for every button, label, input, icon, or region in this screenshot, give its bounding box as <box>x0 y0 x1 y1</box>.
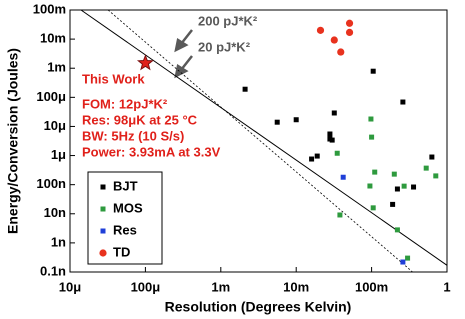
point <box>293 117 299 123</box>
point <box>405 255 411 261</box>
point <box>400 259 406 265</box>
legend-marker <box>99 249 107 257</box>
legend-label: MOS <box>113 200 143 215</box>
legend-label: TD <box>113 244 130 259</box>
point <box>394 186 400 192</box>
fom-line-label: 200 pJ*K² <box>198 13 258 28</box>
y-tick-label: 10n <box>44 205 66 220</box>
legend-label: BJT <box>113 178 138 193</box>
annotation: Res: 98μK at 25 °C <box>82 112 198 127</box>
point <box>345 19 354 27</box>
point <box>330 36 338 44</box>
plot-frame <box>69 9 448 273</box>
point <box>367 183 373 189</box>
this-work-label: This Work <box>82 71 145 86</box>
this-work-star <box>136 54 154 71</box>
point <box>337 212 343 218</box>
point <box>391 171 397 177</box>
point <box>423 165 429 171</box>
point <box>316 26 325 34</box>
point <box>394 227 400 233</box>
point <box>401 183 407 189</box>
point <box>309 156 315 162</box>
point <box>274 119 280 125</box>
y-tick-label: 100n <box>36 176 66 191</box>
point <box>331 110 337 116</box>
legend-label: Res <box>113 222 137 237</box>
annotation: BW: 5Hz (10 S/s) <box>82 128 184 143</box>
legend-box <box>87 171 163 265</box>
fom-line-label: 20 pJ*K² <box>198 39 251 54</box>
annotation: Power: 3.93mA at 3.3V <box>82 144 221 159</box>
point <box>433 173 439 179</box>
legend-marker <box>100 184 106 190</box>
y-tick-label: 100μ <box>36 89 66 104</box>
point <box>369 134 375 140</box>
x-tick-label: 10μ <box>59 279 81 294</box>
y-tick-label: 1m <box>47 60 66 75</box>
y-tick-label: 0.1n <box>40 263 66 278</box>
arrows <box>174 29 193 79</box>
point <box>329 137 335 143</box>
point <box>242 86 248 92</box>
point <box>345 28 354 37</box>
point <box>340 174 346 180</box>
legend-marker <box>100 228 106 234</box>
legend-marker <box>100 206 106 212</box>
x-tick-label: 100m <box>355 279 388 294</box>
point <box>368 116 374 122</box>
fom-line <box>107 9 413 273</box>
point <box>372 169 378 175</box>
point <box>314 153 320 159</box>
x-tick-label: 1 <box>443 279 450 294</box>
point <box>429 154 435 160</box>
x-axis-title: Resolution (Degrees Kelvin) <box>165 299 352 315</box>
x-tick-label: 10m <box>283 279 309 294</box>
point <box>400 99 406 105</box>
x-tick-label: 1m <box>211 279 230 294</box>
point <box>370 68 376 74</box>
point <box>327 131 333 137</box>
y-axis-title: Energy/Conversion (Joules) <box>5 48 21 234</box>
y-tick-label: 1n <box>51 234 66 249</box>
point <box>334 150 340 156</box>
point <box>370 205 376 211</box>
y-tick-label: 10m <box>40 31 66 46</box>
y-tick-label: 100m <box>33 1 66 16</box>
fom-line <box>80 9 448 266</box>
y-tick-label: 10μ <box>44 118 66 133</box>
x-tick-label: 100μ <box>131 279 161 294</box>
point <box>411 184 417 190</box>
annotation: FOM: 12pJ*K² <box>82 96 168 111</box>
point <box>390 201 396 207</box>
y-tick-label: 1μ <box>51 147 66 162</box>
point <box>337 48 345 56</box>
